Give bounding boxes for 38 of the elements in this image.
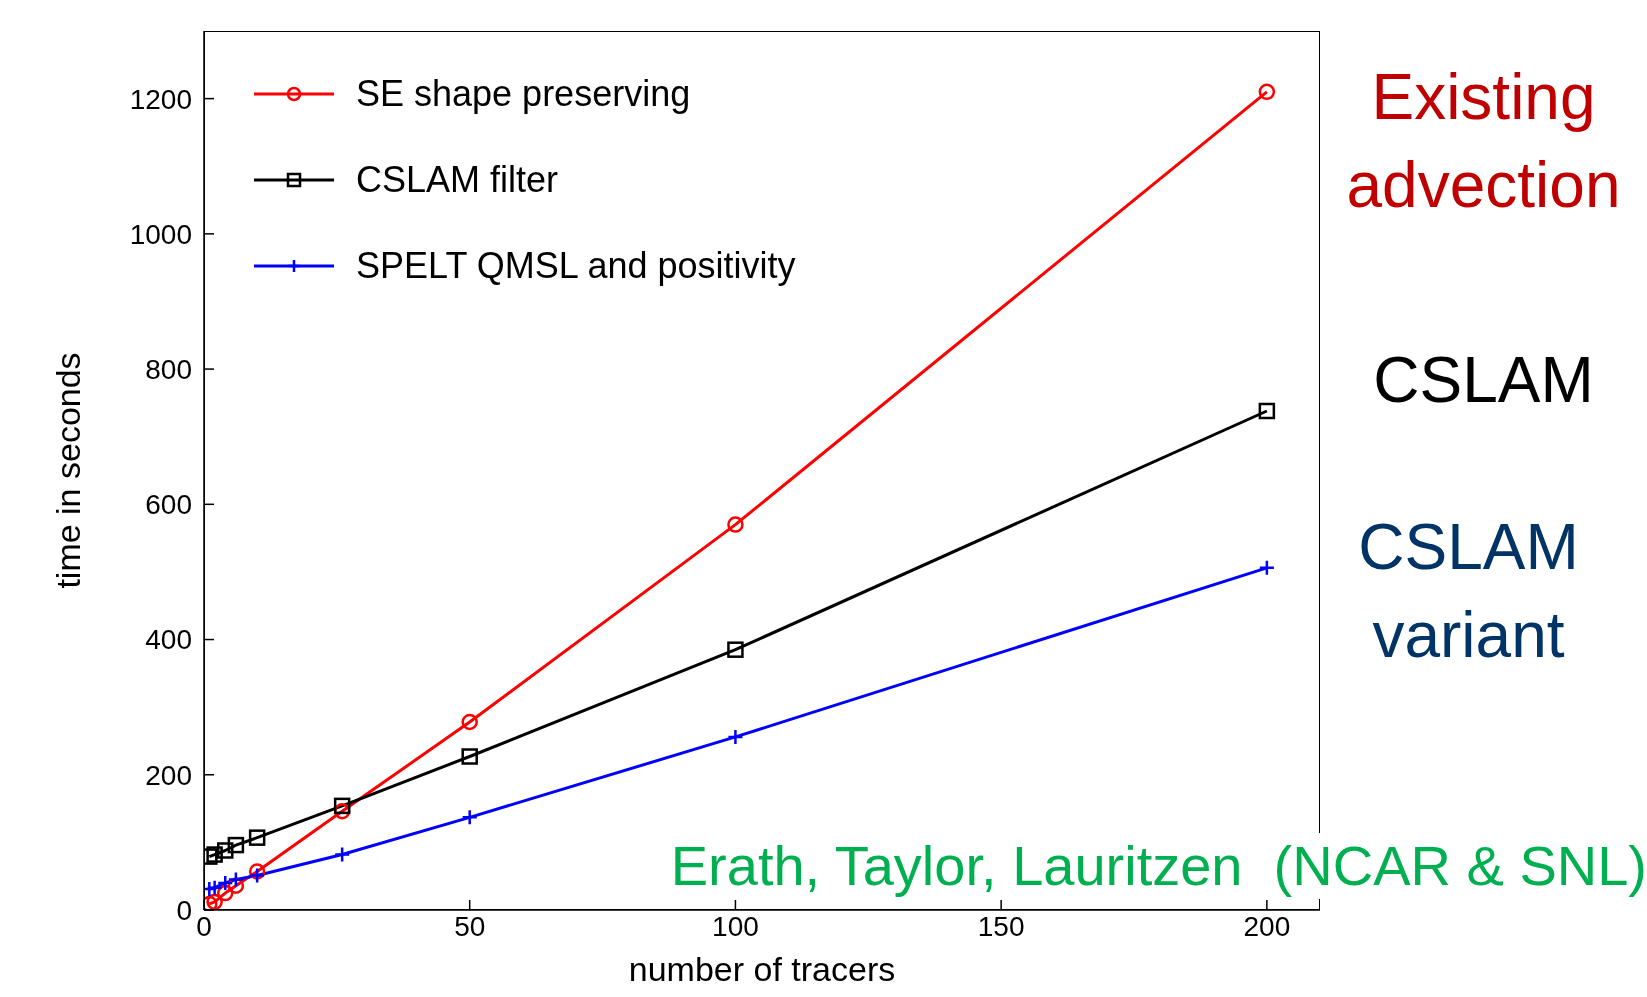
- text: CSLAM: [1372, 343, 1595, 417]
- point: [727, 641, 744, 658]
- y-tick-label: 600: [145, 489, 192, 521]
- legend-label: CSLAM filter: [356, 159, 559, 201]
- point: [461, 809, 478, 826]
- point: [248, 829, 266, 846]
- y-tick-label: 800: [145, 354, 192, 386]
- annotation: Erath, Taylor, Lauritzen (NCAR & SNL): [670, 833, 1647, 899]
- point: [206, 846, 223, 863]
- x-axis-title: number of tracers: [628, 950, 896, 988]
- y-tick-label: 1200: [129, 83, 192, 115]
- y-axis-title: time in seconds: [49, 352, 88, 589]
- point: [227, 836, 245, 854]
- y-tick-label: 400: [145, 624, 192, 656]
- point: [1258, 559, 1276, 577]
- y-tick-label: 200: [145, 759, 192, 791]
- x-tick-label: 50: [454, 910, 486, 942]
- x-tick-label: 100: [712, 910, 759, 942]
- point: [217, 842, 234, 859]
- point: [727, 728, 744, 746]
- point: [1258, 83, 1276, 101]
- point: [227, 871, 245, 888]
- point: [217, 874, 234, 892]
- text: Existing advection: [1345, 60, 1622, 223]
- x-tick-label: 0: [196, 910, 212, 942]
- point: [333, 797, 351, 815]
- legend-label: SE shape preserving: [356, 73, 691, 115]
- legend-label: SPELT QMSL and positivity: [356, 245, 796, 287]
- point: [461, 713, 478, 731]
- point: [1258, 402, 1276, 420]
- point: [248, 867, 266, 884]
- point: [727, 516, 744, 533]
- y-tick-label: 1000: [129, 218, 192, 250]
- x-tick-label: 200: [1243, 910, 1291, 942]
- point: [461, 748, 478, 765]
- point: [333, 846, 351, 863]
- x-tick-label: 150: [977, 910, 1025, 942]
- text: CSLAM variant: [1357, 510, 1580, 673]
